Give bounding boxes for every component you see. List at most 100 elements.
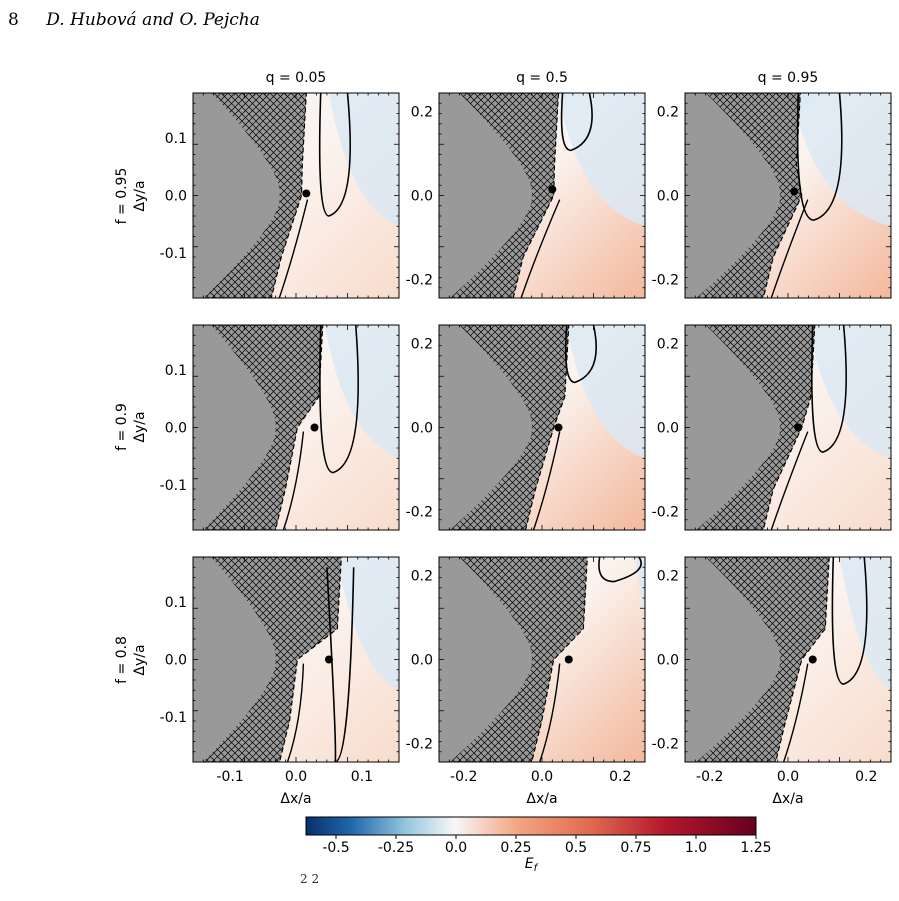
row-ylabel-0: Δy/a	[132, 180, 148, 211]
gray-region-r1-c2	[685, 325, 781, 530]
edge-contour-r2-c0	[286, 663, 305, 762]
marker-dot-r0-c1	[548, 185, 557, 194]
xlabel-2: Δx/a	[772, 791, 803, 807]
ytick-label-r2-c0-1: 0.0	[165, 653, 187, 669]
blue-region-r2-c1	[634, 557, 645, 691]
edge-contour-r1-c2	[770, 431, 809, 530]
contour-line-r1-c2	[811, 325, 847, 453]
colorbar-tick-label-1: -0.25	[378, 840, 414, 856]
gray-region-r2-c2	[685, 557, 781, 762]
panel-r1-c1: 0.2 0.0 -0.2	[406, 324, 646, 531]
panel-body-r1-c0	[193, 325, 399, 530]
ytick-label-r1-c2-2: -0.2	[652, 505, 679, 521]
ytick-label-r0-c2-1: 0.0	[657, 189, 679, 205]
marker-dot-r0-c0	[302, 189, 311, 198]
row-ylabel-1: Δy/a	[132, 411, 148, 442]
xtick-label-c0-2: 0.1	[351, 769, 373, 785]
xtick-label-c0-0: -0.1	[216, 769, 243, 785]
panel-body-r2-c2	[685, 557, 891, 762]
page-header: 8 D. Hubová and O. Pejcha	[8, 10, 260, 30]
xlabel-1: Δx/a	[526, 791, 557, 807]
ytick-label-r1-c0-1: 0.0	[165, 421, 187, 437]
edge-contour-r2-c1	[539, 663, 561, 762]
ytick-label-r1-c1-0: 0.2	[411, 336, 433, 352]
contour-line-r0-c0	[318, 93, 352, 217]
row-label-0: f = 0.95 Δy/a	[114, 168, 148, 225]
page-number: 8	[8, 10, 19, 30]
ytick-label-r2-c1-0: 0.2	[411, 568, 433, 584]
ytick-label-r0-c1-1: 0.0	[411, 189, 433, 205]
contour-line-r0-c1	[560, 93, 593, 152]
gray-region-r0-c1	[439, 93, 532, 298]
ytick-label-r2-c2-0: 0.2	[657, 568, 679, 584]
ytick-label-r1-c2-0: 0.2	[657, 336, 679, 352]
ytick-label-r0-c1-0: 0.2	[411, 104, 433, 120]
colorbar-tick-label-5: 0.75	[620, 840, 651, 856]
gray-region-r2-c1	[439, 557, 532, 762]
col-title-2: q = 0.95	[758, 70, 819, 86]
ytick-label-r1-c0-0: 0.1	[165, 363, 187, 379]
gray-region-r1-c0	[193, 325, 276, 530]
gray-region-r0-c0	[193, 93, 280, 298]
panel-r1-c0: 0.1 0.0 -0.1	[160, 324, 400, 531]
ytick-label-r1-c1-2: -0.2	[406, 505, 433, 521]
edge-contour-r1-c0	[282, 431, 305, 530]
marker-dot-r2-c2	[808, 655, 817, 664]
edge-contour-r2-c2	[782, 663, 809, 762]
ytick-label-r0-c0-0: 0.1	[165, 131, 187, 147]
blue-region-r1-c0	[324, 325, 399, 459]
panel-body-r2-c1	[439, 557, 645, 762]
marker-dot-r1-c0	[310, 423, 319, 432]
xtick-label-c1-2: 0.2	[609, 769, 631, 785]
edge-contour-r1-c1	[532, 431, 561, 530]
col-title-1: q = 0.5	[516, 70, 568, 86]
col-title-0: q = 0.05	[266, 70, 327, 86]
ytick-label-r0-c2-0: 0.2	[657, 104, 679, 120]
colorbar-tick-label-7: 1.25	[740, 840, 771, 856]
panel-r2-c2: 0.2 0.0 -0.2 -0.2 0.0 0.2	[652, 556, 892, 785]
ytick-label-r2-c1-1: 0.0	[411, 653, 433, 669]
ytick-label-r2-c1-2: -0.2	[406, 737, 433, 753]
colorbar-ticks: -0.5 -0.25 0.0 0.25 0.5 0.75 1.0 1.25	[322, 835, 772, 856]
panel-r1-c2: 0.2 0.0 -0.2	[652, 324, 892, 531]
gray-region-r1-c1	[439, 325, 532, 530]
edge-contour-r0-c1	[520, 199, 561, 298]
colorbar-tick-label-4: 0.5	[565, 840, 587, 856]
panel-body-r0-c2	[685, 93, 891, 298]
marker-dot-r2-c0	[324, 655, 333, 664]
blue-region-r0-c1	[558, 93, 645, 227]
contour-line-r1-c0	[319, 325, 359, 474]
ytick-label-r0-c2-2: -0.2	[652, 273, 679, 289]
contour-line-r2-c2	[831, 557, 868, 685]
marker-dot-r2-c1	[564, 655, 573, 664]
panel-r2-c0: 0.1 0.0 -0.1 -0.1 0.0 0.1	[160, 556, 400, 785]
colorbar-tick-label-0: -0.5	[322, 840, 349, 856]
panel-r0-c2: 0.2 0.0 -0.2	[652, 92, 892, 299]
contour-line-r0-c2	[796, 93, 843, 221]
marker-dot-r1-c2	[794, 423, 803, 432]
row-label-1: f = 0.9 Δy/a	[114, 403, 148, 451]
xtick-label-c2-0: -0.2	[696, 769, 723, 785]
edge-contour-r0-c2	[770, 199, 809, 298]
blue-region-r1-c1	[566, 325, 645, 459]
colorbar-label-sub: f	[534, 863, 539, 874]
panel-body-r1-c2	[685, 325, 891, 530]
edge-contour-r0-c0	[278, 199, 309, 298]
panel-body-r1-c1	[439, 325, 645, 530]
ytick-label-r2-c2-1: 0.0	[657, 653, 679, 669]
xtick-label-c1-0: -0.2	[450, 769, 477, 785]
blue-region-r0-c0	[328, 93, 399, 227]
ytick-label-r2-c2-2: -0.2	[652, 737, 679, 753]
colorbar: -0.5 -0.25 0.0 0.25 0.5 0.75 1.0 1.25 Ef	[305, 816, 772, 874]
gray-region-r0-c2	[685, 93, 781, 298]
colorbar-tick-label-6: 1.0	[685, 840, 707, 856]
colorbar-tick-label-2: 0.0	[445, 840, 467, 856]
marker-dot-r1-c1	[554, 423, 563, 432]
xlabel-0: Δx/a	[280, 791, 311, 807]
ytick-label-r2-c0-2: -0.1	[160, 710, 187, 726]
marker-dot-r0-c2	[790, 187, 799, 196]
ytick-label-r0-c0-2: -0.1	[160, 246, 187, 262]
panel-body-r0-c1	[439, 93, 645, 298]
colorbar-gradient	[305, 816, 757, 836]
